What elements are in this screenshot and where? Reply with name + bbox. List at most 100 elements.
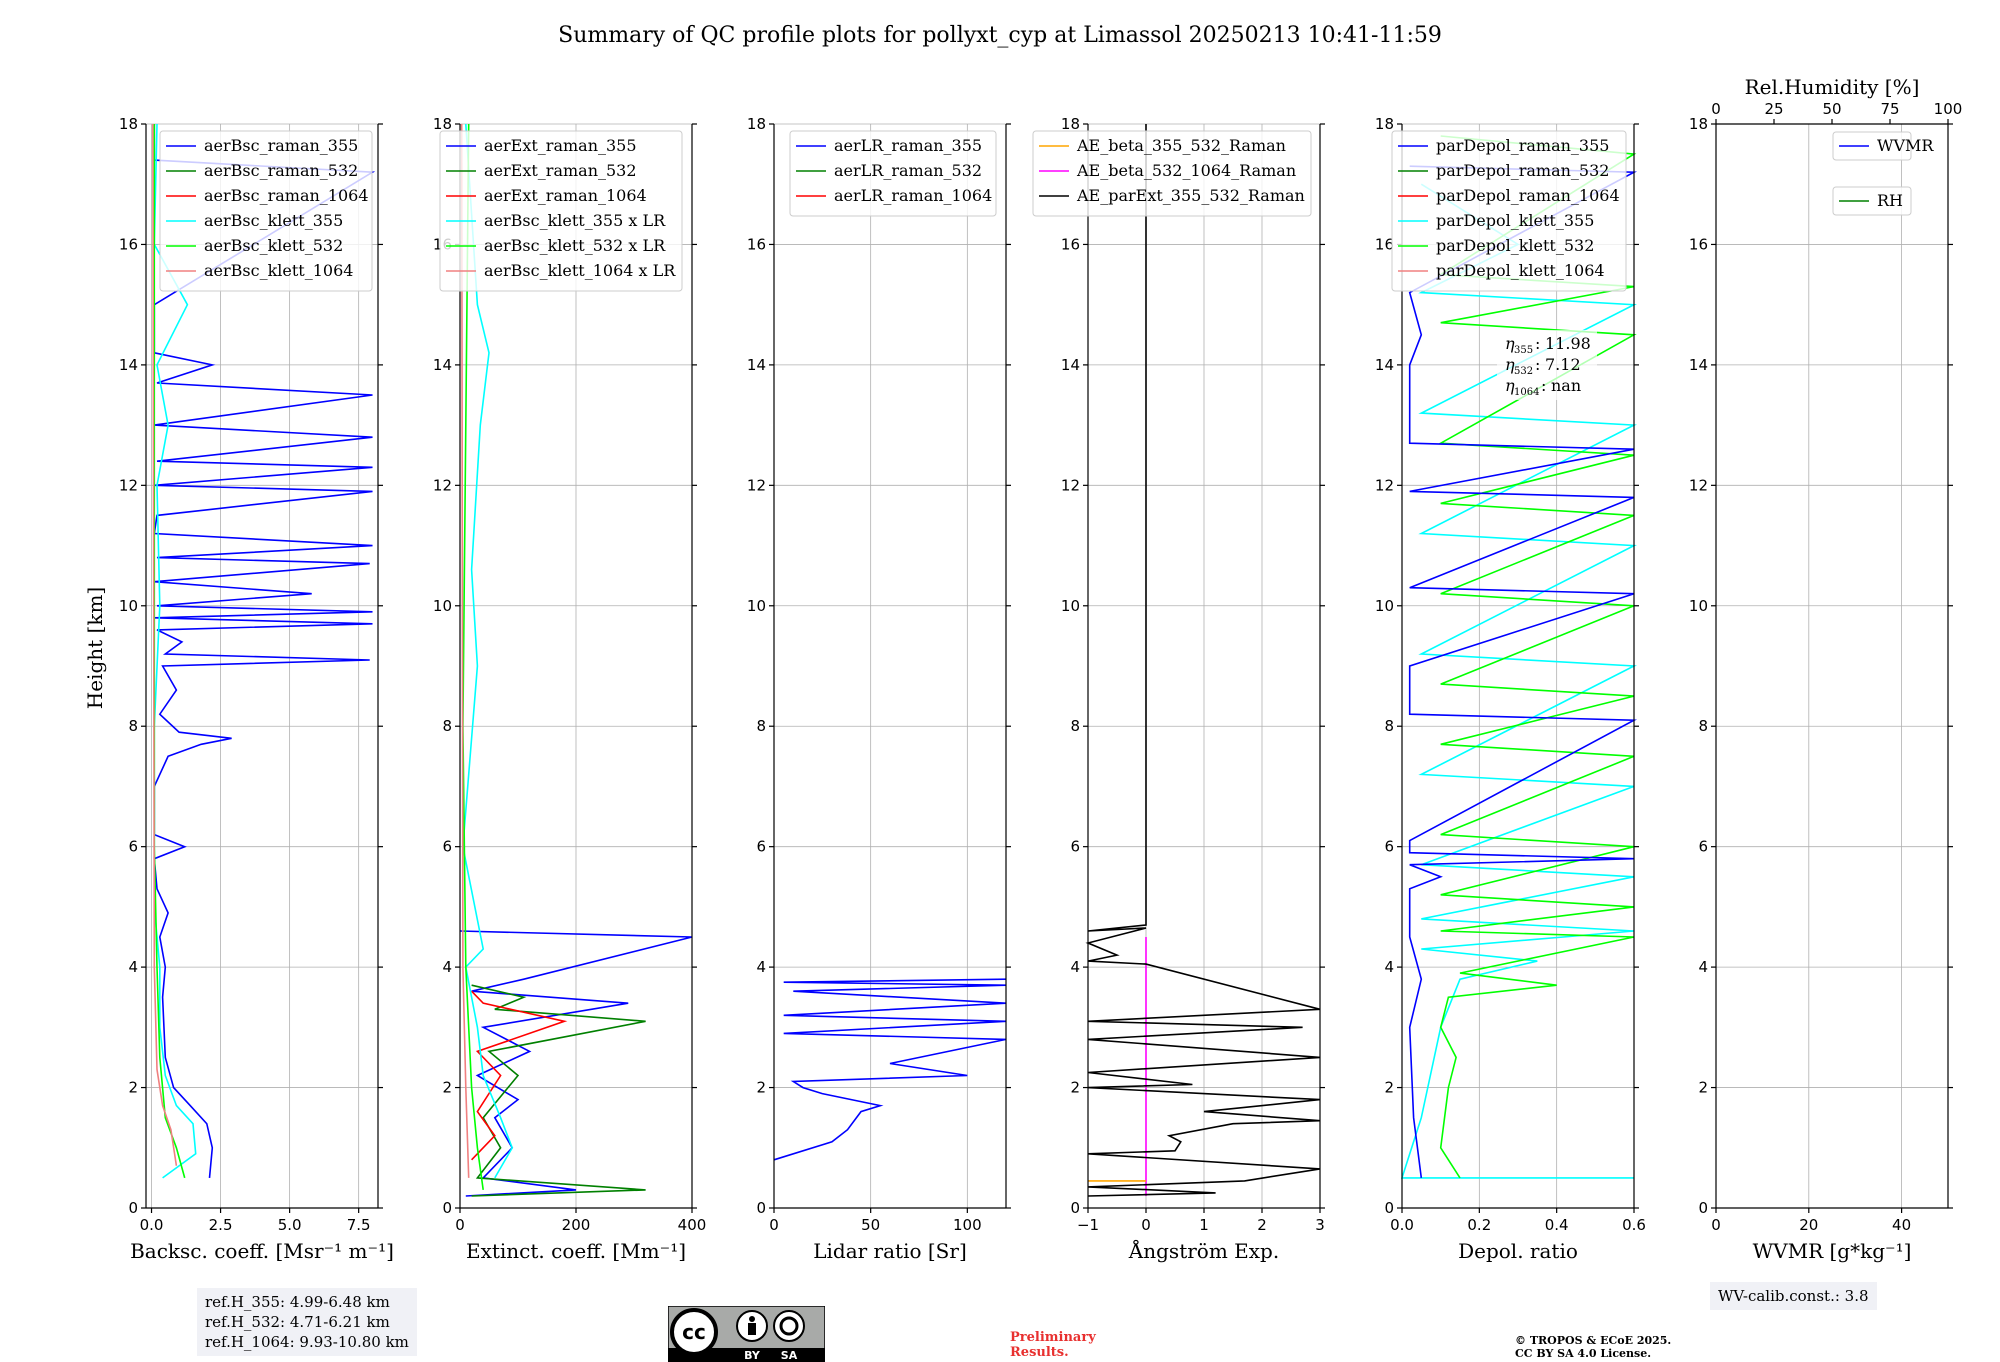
legend-entry-1: aerBsc_raman_532 [204,161,358,180]
y-tick-label-6: 12 [119,476,138,494]
legend-entry-5: aerBsc_klett_1064 [204,261,353,280]
legend-entry-4: aerBsc_klett_532 [204,236,343,255]
x-axis-label: WVMR [g*kg⁻¹] [1753,1239,1912,1263]
eta-355-value: 11.98 [1545,334,1591,353]
legend-entry-3: aerBsc_klett_355 x LR [484,211,666,230]
ref-h-1064: ref.H_1064: 9.93-10.80 km [205,1333,409,1351]
y-tick-label-5: 10 [1689,597,1708,615]
legend-entry-1: parDepol_raman_532 [1436,161,1609,180]
eta-355-label: η [1505,334,1515,353]
y-tick-label-9: 18 [1061,115,1080,133]
legend-box [789,130,997,217]
eta-532-subscript: 532 [1514,366,1533,377]
y-tick-label-7: 14 [1061,356,1080,374]
subplot-lr: 0 2 4 6 8 10 12 14 16 18 0 50 100 Lidar ratio [Sr] aer… [747,115,1011,1263]
legend-entry-4: aerBsc_klett_532 x LR [484,236,666,255]
y-tick-label-1: 2 [1384,1079,1394,1097]
share-alike-icon [773,1310,805,1342]
x-tick-label-2: 0.4 [1545,1216,1569,1234]
x-tick-label-1: 0 [1141,1216,1151,1234]
series-line-ext-2 [471,990,568,1161]
y-tick-label-0: 0 [1698,1199,1708,1217]
y-tick-label-0: 0 [1384,1199,1394,1217]
x-tick-label-3: 7.5 [347,1216,371,1234]
x-tick-label-2: 40 [1892,1216,1911,1234]
y-tick-label-2: 4 [1698,958,1708,976]
y-tick-label-5: 10 [747,597,766,615]
legend-entry-0: aerExt_raman_355 [484,136,637,155]
y-tick-label-4: 8 [756,717,766,735]
legend-entry-2: AE_parExt_355_532_Raman [1076,186,1305,205]
y-tick-label-6: 12 [1375,476,1394,494]
legend-box [159,130,373,292]
y-axis-label: Height [km] [83,587,107,709]
series-line-ext-1 [471,984,646,1197]
eta-1064-subscript: 1064 [1514,387,1539,398]
x-axis-label: Depol. ratio [1458,1239,1578,1263]
legend-entry-1: AE_beta_532_1064_Raman [1076,161,1296,180]
cc-sa-label: SA [781,1349,798,1362]
y-tick-label-9: 18 [433,115,452,133]
x-axis-label: Ångström Exp. [1128,1238,1279,1263]
series-line-ae-2 [1085,124,1321,1197]
y-tick-label-9: 18 [1689,115,1708,133]
y-tick-label-7: 14 [433,356,452,374]
y-tick-label-0: 0 [756,1199,766,1217]
wv-calibration-box: WV-calib.const.: 3.8 [1710,1282,1877,1310]
legend-entry-1: RH [1877,191,1903,210]
preliminary-results-note: Preliminary Results. [1010,1330,1096,1360]
series-line-bsc-3 [152,123,178,1166]
x-tick-label-1: 200 [562,1216,591,1234]
y-tick-label-2: 4 [128,958,138,976]
ref-h-355: ref.H_355: 4.99-6.48 km [205,1293,390,1311]
copyright-line-2: CC BY SA 4.0 License. [1515,1347,1652,1360]
top-x-tick-label-0: 0 [1711,100,1721,118]
cc-logo-text: cc [682,1320,706,1344]
top-x-tick-label-2: 50 [1822,100,1841,118]
y-tick-label-6: 12 [433,476,452,494]
eta-355-subscript: 355 [1514,345,1533,356]
y-tick-label-7: 14 [1689,356,1708,374]
reference-height-box: ref.H_355: 4.99-6.48 km ref.H_532: 4.71-… [197,1288,417,1356]
x-tick-label-3: 2 [1257,1216,1267,1234]
legend-entry-2: aerBsc_raman_1064 [204,186,369,205]
series-line-dep-2 [1408,165,1638,1179]
series-line-dep-1 [1437,135,1637,1179]
x-tick-label-2: 1 [1199,1216,1209,1234]
eta-1064-value: nan [1551,376,1581,395]
top-x-tick-label-4: 100 [1934,100,1963,118]
eta-532-sep: : [1535,355,1540,374]
legend-entry-3: parDepol_klett_355 [1436,211,1594,230]
y-tick-label-3: 6 [1698,838,1708,856]
y-tick-label-5: 10 [1375,597,1394,615]
eta-532-label: η [1505,355,1515,374]
y-tick-label-1: 2 [756,1079,766,1097]
legend-entry-0: AE_beta_355_532_Raman [1076,136,1286,155]
eta-1064-sep: : [1541,376,1546,395]
series-line-ext-4 [462,123,484,1191]
x-axis-label: Extinct. coeff. [Mm⁻¹] [466,1239,686,1263]
x-tick-label-0: 0 [455,1216,465,1234]
x-tick-label-1: 0.2 [1467,1216,1491,1234]
y-tick-label-5: 10 [433,597,452,615]
y-tick-label-1: 2 [128,1079,138,1097]
wv-calib-const: WV-calib.const.: 3.8 [1718,1287,1869,1305]
x-axis-label: Lidar ratio [Sr] [813,1239,967,1263]
y-tick-label-4: 8 [1698,717,1708,735]
legend-entry-0: aerBsc_raman_355 [204,136,358,155]
eta-annotation: η 355 : 11.98 η 532 : 7.12 η 1064 : nan [1497,330,1597,400]
y-tick-label-7: 14 [119,356,138,374]
y-tick-label-1: 2 [1070,1079,1080,1097]
legend-entry-2: aerExt_raman_1064 [484,186,647,205]
y-tick-label-6: 12 [747,476,766,494]
preliminary-line-2: Results. [1010,1345,1069,1360]
y-tick-label-4: 8 [1384,717,1394,735]
y-tick-label-7: 14 [1375,356,1394,374]
y-tick-label-8: 16 [747,235,766,253]
top-x-tick-label-1: 25 [1764,100,1783,118]
ref-h-532: ref.H_532: 4.71-6.21 km [205,1313,390,1331]
y-tick-label-2: 4 [1070,958,1080,976]
